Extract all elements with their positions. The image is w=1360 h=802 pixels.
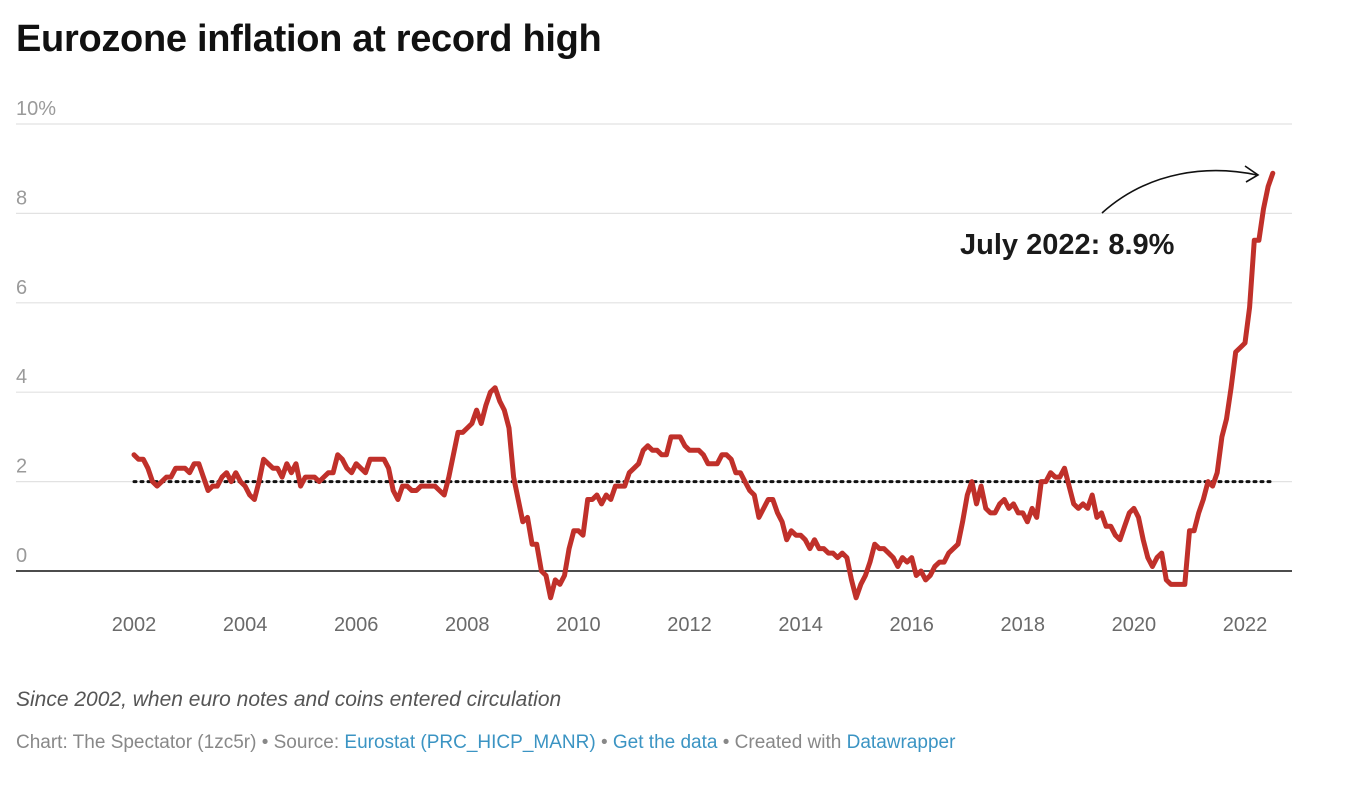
x-axis-ticks: 2002 2004 2006 2008 2010 2012 2014 2016 2018 2020… — [112, 614, 1268, 636]
credit-sep: • — [595, 732, 613, 753]
y-tick-label: 10% — [16, 98, 56, 120]
credit-chart-by: Chart: The Spectator (1zc5r) — [16, 732, 257, 753]
line-chart: 0 2 4 6 8 10% 2002 2004 2006 2008 2010 2012 2014 201… — [16, 98, 1292, 636]
datawrapper-link[interactable]: Datawrapper — [846, 732, 956, 753]
x-tick-label: 2004 — [223, 614, 268, 636]
x-tick-label: 2006 — [334, 614, 379, 636]
credit-sep: • Source: — [256, 732, 345, 753]
annotation-arrowhead — [1244, 165, 1260, 183]
x-tick-label: 2012 — [667, 614, 712, 636]
y-tick-label: 4 — [16, 366, 27, 388]
chart-notes: Since 2002, when euro notes and coins en… — [16, 688, 562, 711]
y-axis-ticks: 0 2 4 6 8 10% — [16, 98, 56, 567]
inflation-series-line — [131, 170, 1276, 601]
x-tick-label: 2002 — [112, 614, 157, 636]
annotation-label: July 2022: 8.9% — [960, 229, 1175, 261]
x-tick-label: 2010 — [556, 614, 601, 636]
x-tick-label: 2014 — [778, 614, 823, 636]
source-link[interactable]: Eurostat (PRC_HICP_MANR) — [344, 732, 596, 753]
x-tick-label: 2018 — [1001, 614, 1046, 636]
x-tick-label: 2020 — [1112, 614, 1157, 636]
gridlines — [16, 123, 1292, 572]
annotation-arrow — [1101, 169, 1258, 214]
y-tick-label: 8 — [16, 187, 27, 209]
y-tick-label: 0 — [16, 545, 27, 567]
x-tick-label: 2016 — [889, 614, 934, 636]
get-data-link[interactable]: Get the data — [612, 732, 718, 753]
y-tick-label: 2 — [16, 456, 27, 478]
x-tick-label: 2008 — [445, 614, 490, 636]
chart-credits: Chart: The Spectator (1zc5r) • Source: E… — [16, 732, 955, 754]
x-tick-label: 2022 — [1223, 614, 1268, 636]
credit-sep: • Created with — [717, 732, 847, 753]
y-tick-label: 6 — [16, 277, 27, 299]
chart-title: Eurozone inflation at record high — [16, 18, 602, 60]
